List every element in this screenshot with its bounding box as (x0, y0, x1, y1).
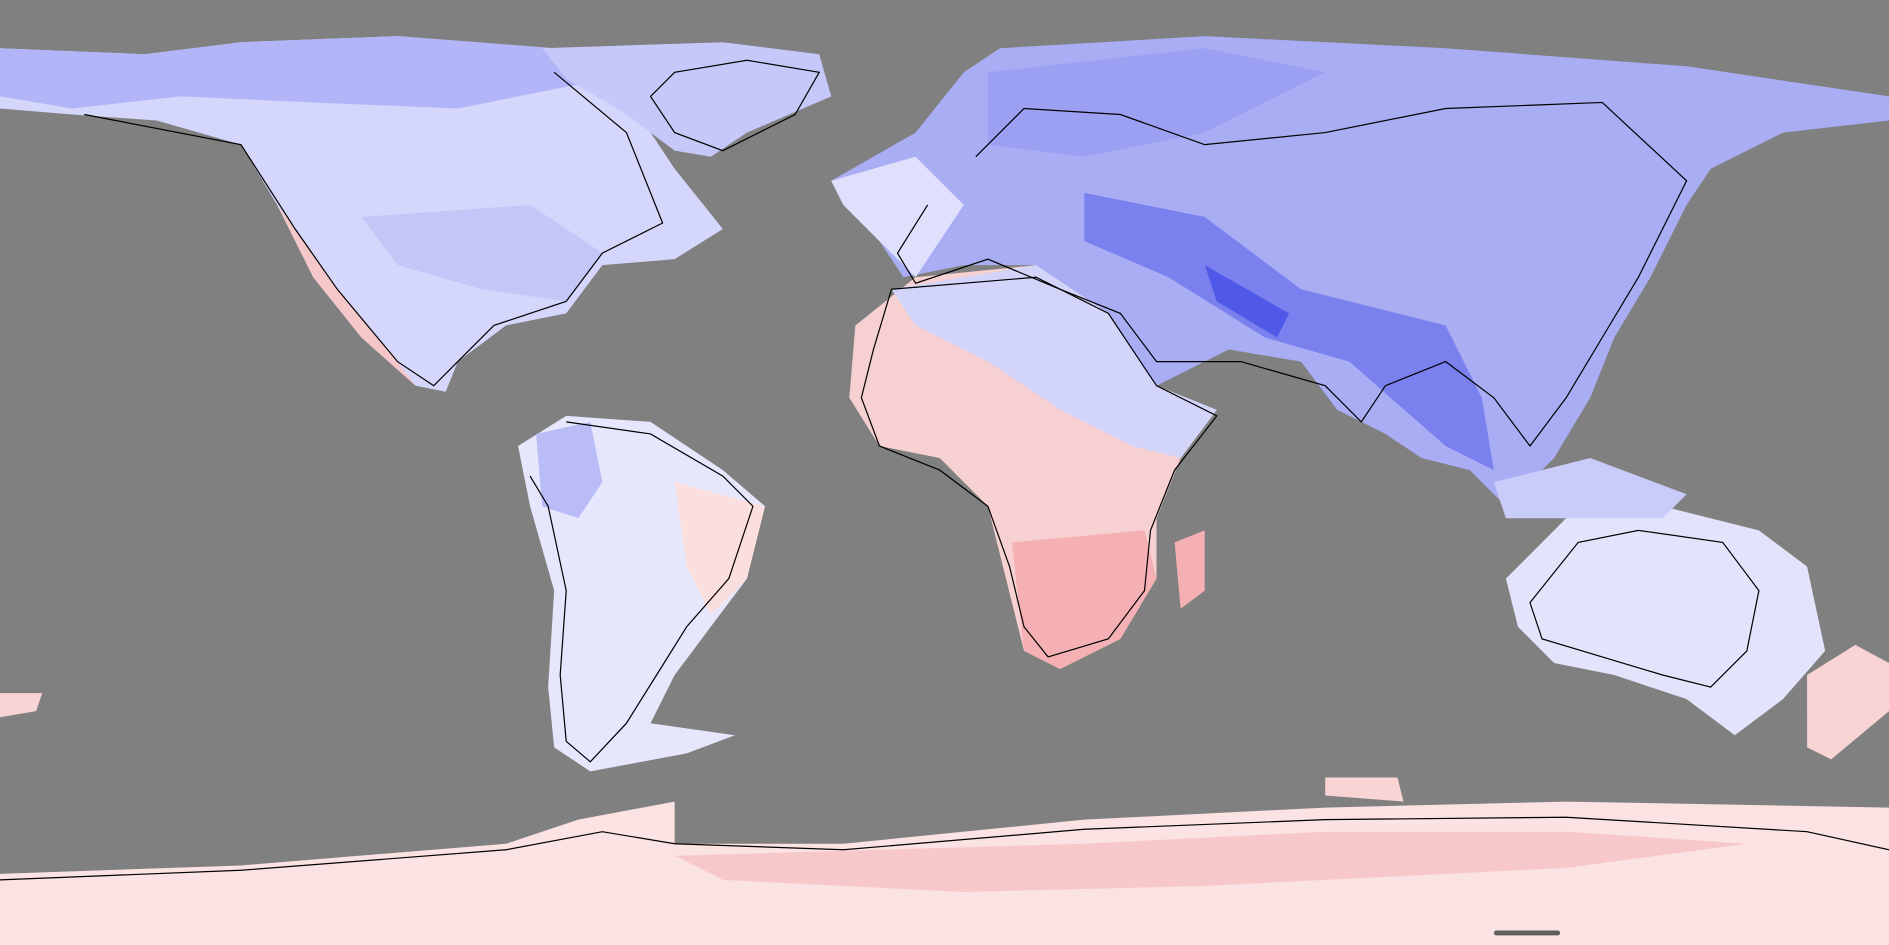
land-region (542, 42, 832, 157)
land-region (0, 693, 43, 718)
land-region (1011, 530, 1157, 669)
south-america (518, 415, 765, 772)
coastline (896, 101, 1688, 447)
land-region (1807, 644, 1889, 760)
north-america (0, 36, 832, 392)
coastlines (84, 59, 1760, 763)
land-region (891, 265, 1217, 459)
coastline (860, 276, 1218, 658)
land-region (277, 204, 416, 386)
land-region (1505, 506, 1826, 736)
scrollbar[interactable] (1493, 930, 1561, 936)
land-region (0, 36, 723, 392)
land-region (831, 156, 964, 278)
coastline (1529, 529, 1760, 688)
oceania (1493, 458, 1889, 760)
eurasia (831, 36, 1889, 507)
land-region (987, 48, 1326, 157)
land-region (536, 421, 603, 519)
land-region (1493, 458, 1687, 519)
coastline (649, 59, 821, 152)
antarctica (0, 693, 1889, 945)
coastline (0, 816, 1889, 881)
coastline (84, 71, 664, 387)
land-region (1325, 777, 1404, 802)
africa (849, 265, 1217, 669)
coastline (529, 421, 754, 763)
land-region (1174, 530, 1205, 609)
land-region (1084, 192, 1494, 471)
land-region (0, 36, 579, 109)
land-region (1204, 265, 1290, 338)
land-region (674, 831, 1747, 892)
land-region (361, 204, 603, 302)
land-region (674, 482, 765, 615)
